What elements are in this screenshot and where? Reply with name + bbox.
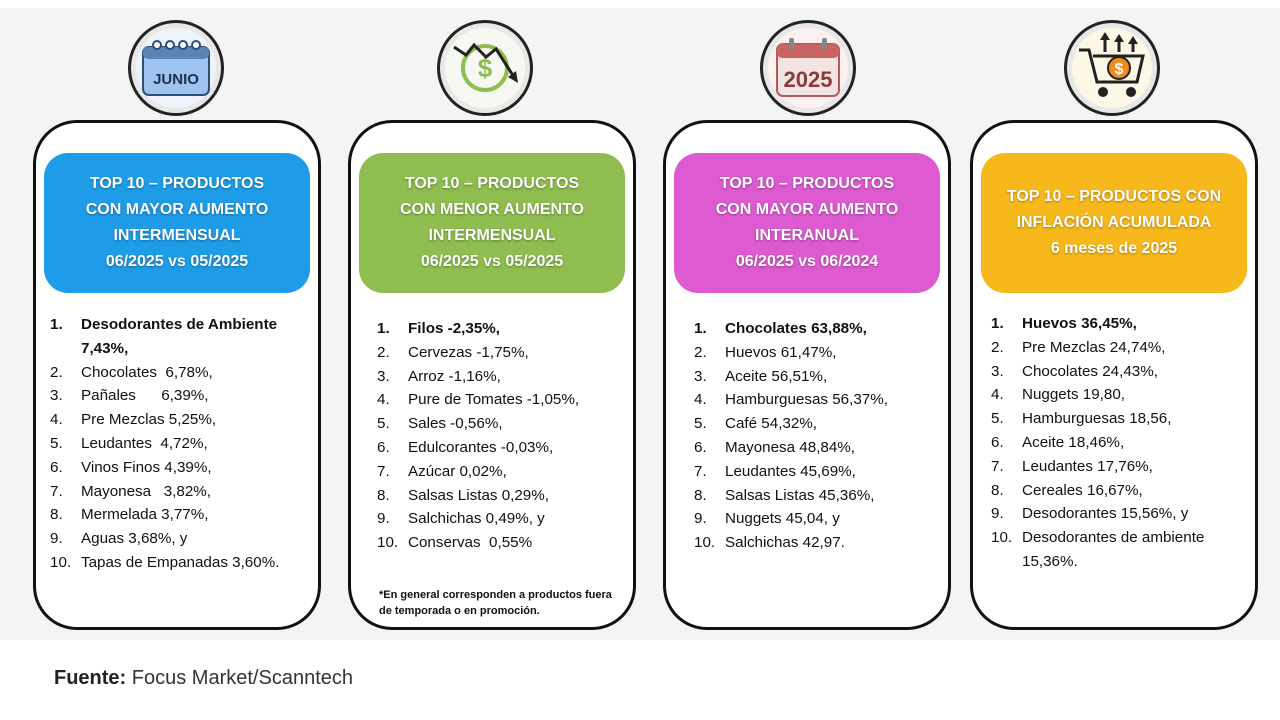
list-item: 8. Salsas Listas 45,36%, (694, 486, 875, 504)
header-line: 06/2025 vs 05/2025 (420, 253, 564, 270)
calendar-year-icon: 2025 (760, 20, 856, 116)
product-list: 1. Chocolates 63,88%, 2. Huevos 61,47%, 3.… (694, 317, 942, 555)
list-item: 10. Desodorantes de ambiente 15,36%. (991, 529, 1205, 570)
list-item: 5. Hamburguesas 18,56, (991, 410, 1172, 428)
header-line: 6 meses de 2025 (1050, 240, 1178, 257)
product-list: 1. Huevos 36,45%, 2. Pre Mezclas 24,74%, 3… (991, 312, 1249, 574)
svg-text:$: $ (478, 53, 493, 83)
list-item: 6. Mayonesa 48,84%, (694, 438, 856, 456)
header-line: CON MAYOR AUMENTO (85, 201, 269, 218)
inflation-money-icon: $ (437, 20, 533, 116)
header-line: INTERMENSUAL (113, 227, 241, 244)
list-item: 8. Cereales 16,67%, (991, 481, 1143, 499)
list-item: 10. Salchichas 42,97. (694, 534, 845, 552)
list-item: 5. Café 54,32%, (694, 415, 818, 433)
list-item: 1. Filos -2,35%, (377, 320, 501, 337)
header-line: INTERMENSUAL (428, 227, 556, 244)
card-header: TOP 10 – PRODUCTOS CON MENOR AUMENTO INT… (359, 153, 625, 293)
product-list: 1. Desodorantes de Ambiente 7,43%, 2. Choc… (50, 313, 312, 575)
list-item: 8. Salsas Listas 0,29%, (377, 486, 549, 504)
header-line: INFLACIÓN ACUMULADA (1016, 214, 1212, 231)
list-item: 7. Leudantes 45,69%, (694, 462, 856, 480)
card-header: TOP 10 – PRODUCTOS CON INFLACIÓN ACUMULA… (981, 153, 1247, 293)
header-line: INTERANUAL (755, 227, 859, 244)
list-item: 6. Edulcorantes -0,03%, (377, 438, 554, 456)
list-item: 2. Cervezas -1,75%, (377, 343, 529, 361)
list-item: 4. Pure de Tomates -1,05%, (377, 391, 580, 409)
list-item: 3. Aceite 56,51%, (694, 367, 828, 385)
list-item: 2. Chocolates 6,78%, (50, 363, 213, 381)
calendar-icon: JUNIO (128, 20, 224, 116)
list-item: 4. Pre Mezclas 5,25%, (50, 411, 217, 429)
list-item: 6. Aceite 18,46%, (991, 433, 1125, 451)
list-item: 9. Aguas 3,68%, y (50, 530, 188, 548)
list-item: 5. Leudantes 4,72%, (50, 434, 208, 452)
card-menor-aumento-intermensual: TOP 10 – PRODUCTOS CON MENOR AUMENTO INT… (348, 120, 636, 630)
header-line: CON MENOR AUMENTO (400, 201, 584, 218)
source-label: Fuente: (54, 667, 127, 689)
shopping-cart-dollar-icon: $ (1064, 20, 1160, 116)
calendar-year-label: 2025 (784, 67, 833, 92)
header-line: 06/2025 vs 05/2025 (105, 253, 249, 270)
source-text: Focus Market/Scanntech (131, 667, 353, 689)
list-item: 4. Nuggets 19,80, (991, 386, 1126, 404)
card-inflacion-acumulada: TOP 10 – PRODUCTOS CON INFLACIÓN ACUMULA… (970, 120, 1258, 630)
list-item: 1. Huevos 36,45%, (991, 315, 1137, 332)
list-item: 3. Pañales 6,39%, (50, 387, 209, 405)
header-line: TOP 10 – PRODUCTOS (404, 175, 580, 192)
list-item: 7. Mayonesa 3,82%, (50, 482, 212, 500)
list-item: 3. Chocolates 24,43%, (991, 362, 1158, 380)
list-item: 9. Nuggets 45,04, y (694, 510, 840, 528)
list-item: 2. Pre Mezclas 24,74%, (991, 338, 1166, 356)
list-item: 2. Huevos 61,47%, (694, 343, 837, 361)
list-item: 6. Vinos Finos 4,39%, (50, 458, 212, 476)
list-item: 9. Desodorantes 15,56%, y (991, 505, 1189, 523)
card-mayor-aumento-intermensual: TOP 10 – PRODUCTOS CON MAYOR AUMENTO INT… (33, 120, 321, 630)
list-item: 10. Tapas de Empanadas 3,60%. (50, 553, 280, 571)
source-caption: Fuente: Focus Market/Scanntech (54, 667, 353, 690)
list-item: 7. Leudantes 17,76%, (991, 457, 1153, 475)
product-list: 1. Filos -2,35%, 2. Cervezas -1,75%, 3. Arr… (377, 317, 627, 555)
calendar-month-label: JUNIO (153, 71, 199, 88)
list-item: 10. Conservas 0,55% (377, 534, 533, 552)
card-header: TOP 10 – PRODUCTOS CON MAYOR AUMENTO INT… (674, 153, 940, 293)
list-item: 8. Mermelada 3,77%, (50, 506, 209, 524)
header-line: TOP 10 – PRODUCTOS (719, 175, 895, 192)
card-mayor-aumento-interanual: TOP 10 – PRODUCTOS CON MAYOR AUMENTO INT… (663, 120, 951, 630)
header-line: CON MAYOR AUMENTO (715, 201, 899, 218)
list-item: 9. Salchichas 0,49%, y (377, 510, 545, 528)
list-item: 5. Sales -0,56%, (377, 415, 503, 433)
svg-text:$: $ (1115, 61, 1124, 78)
list-item: 3. Arroz -1,16%, (377, 367, 501, 385)
footnote: *En general corresponden a productos fue… (379, 589, 612, 617)
header-line: TOP 10 – PRODUCTOS (89, 175, 265, 192)
list-item: 7. Azúcar 0,02%, (377, 462, 507, 480)
header-line: 06/2025 vs 06/2024 (735, 253, 879, 270)
list-item: 4. Hamburguesas 56,37%, (694, 391, 888, 409)
list-item: 1. Desodorantes de Ambiente 7,43%, (50, 316, 278, 357)
list-item: 1. Chocolates 63,88%, (694, 320, 867, 337)
card-header: TOP 10 – PRODUCTOS CON MAYOR AUMENTO INT… (44, 153, 310, 293)
header-line: TOP 10 – PRODUCTOS CON (1006, 188, 1222, 205)
